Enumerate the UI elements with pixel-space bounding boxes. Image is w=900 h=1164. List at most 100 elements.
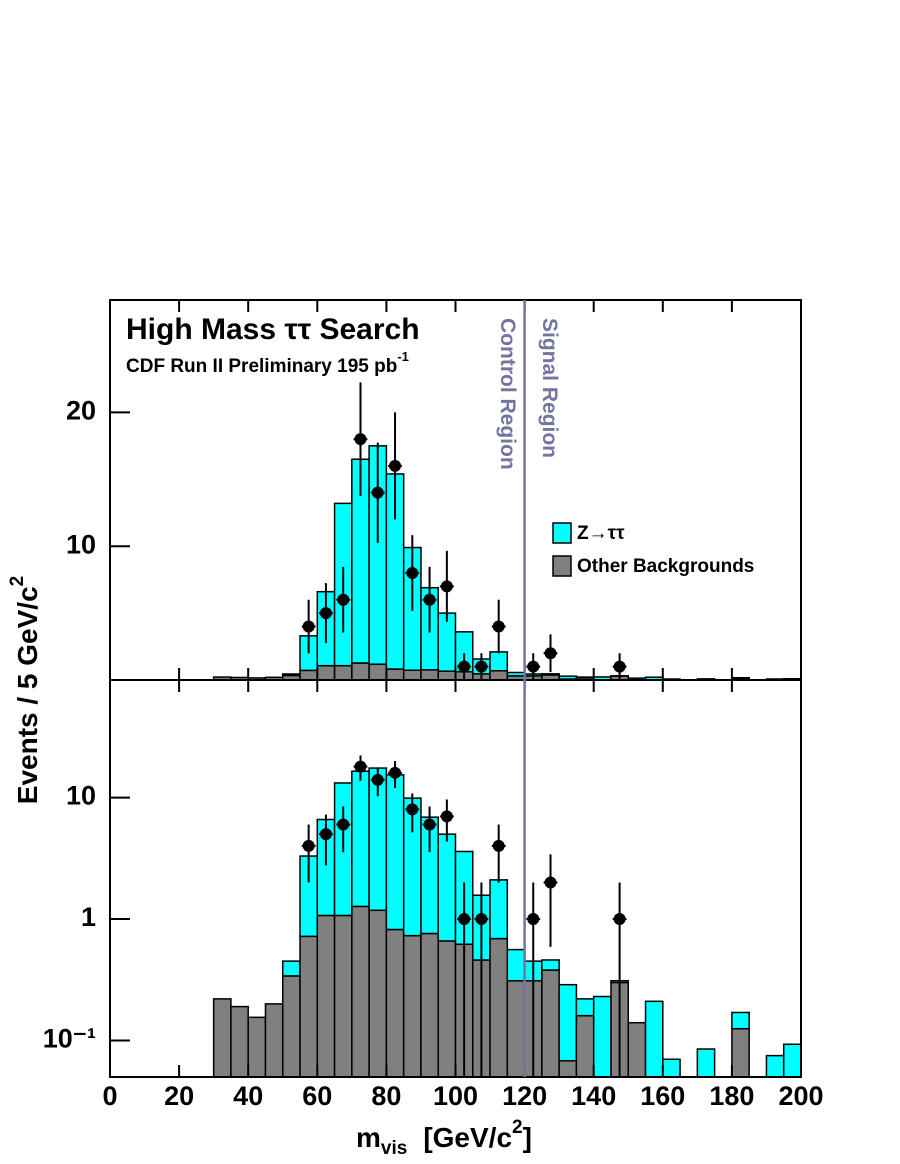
data-point [544, 647, 557, 660]
x-label-unit: [GeV/c [423, 1122, 512, 1153]
x-tick-label: 40 [233, 1081, 263, 1111]
x-label-sup: 2 [512, 1117, 523, 1138]
data-point [492, 620, 505, 633]
x-axis-label: mvis [GeV/c2] [356, 1117, 532, 1159]
x-tick-label: 100 [433, 1081, 478, 1111]
data-point [475, 913, 488, 926]
bar [731, 676, 750, 680]
bar [679, 679, 699, 680]
bar [299, 669, 319, 680]
x-tick-label: 0 [102, 1081, 117, 1111]
bar [765, 679, 785, 680]
bar [782, 678, 801, 680]
bar [748, 679, 768, 680]
y-tick-label: 10 [66, 529, 96, 559]
bar [592, 676, 612, 680]
bar [282, 960, 301, 977]
bar [230, 1005, 249, 1077]
data-point [354, 760, 367, 773]
bar [351, 905, 370, 1077]
bar [402, 934, 422, 1077]
bar [541, 959, 560, 971]
data-point [389, 766, 402, 779]
data-point [302, 620, 315, 633]
bar [437, 940, 457, 1077]
bar [437, 833, 457, 942]
legend-label: Other Backgrounds [577, 556, 754, 577]
subtitle-text: CDF Run II Preliminary 195 pb [126, 356, 397, 377]
y-label-sup: 2 [7, 576, 28, 587]
bar [662, 679, 681, 680]
data-point [337, 818, 350, 831]
chart-subtitle: CDF Run II Preliminary 195 pb-1 [126, 349, 409, 377]
data-point [319, 828, 332, 841]
bar [489, 670, 509, 680]
bar [316, 914, 336, 1077]
data-point [302, 839, 315, 852]
bar [402, 669, 422, 680]
bar [420, 669, 439, 680]
bar [644, 676, 664, 680]
data-point [371, 486, 384, 499]
bar [696, 679, 716, 680]
x-tick-label: 20 [164, 1081, 194, 1111]
bar [368, 909, 388, 1077]
region-label: Control Region [496, 318, 519, 470]
bar [782, 679, 801, 680]
bar [351, 770, 370, 908]
x-tick-label: 180 [709, 1081, 754, 1111]
data-point [458, 913, 471, 926]
bar [489, 937, 509, 1077]
bar [731, 1027, 750, 1077]
bar [437, 670, 457, 680]
data-point [613, 913, 626, 926]
bar [575, 1014, 595, 1077]
bar [644, 679, 664, 680]
legend-label: Z→ττ [577, 523, 625, 544]
data-point [423, 818, 436, 831]
x-tick-label: 80 [371, 1081, 401, 1111]
bar [282, 673, 301, 677]
y-tick-label: 10 [66, 781, 96, 811]
bar [713, 679, 733, 680]
bar [662, 1058, 681, 1077]
bar [489, 879, 509, 940]
x-label-sub: vis [381, 1138, 407, 1159]
bar [385, 928, 405, 1077]
bar [627, 1021, 647, 1077]
bar [558, 675, 578, 680]
x-tick-label: 60 [302, 1081, 332, 1111]
bar [782, 1043, 801, 1077]
data-point [389, 459, 402, 472]
subtitle-sup: -1 [397, 349, 409, 364]
bar [264, 1003, 284, 1077]
legend-swatch [552, 522, 572, 544]
bar [765, 1054, 785, 1077]
data-point [371, 773, 384, 786]
bar [575, 676, 595, 679]
data-point [406, 803, 419, 816]
bar [765, 678, 785, 680]
bar [592, 679, 612, 680]
x-tick-label: 160 [640, 1081, 685, 1111]
data-point [527, 660, 540, 673]
x-tick-label: 140 [571, 1081, 616, 1111]
panel [212, 382, 801, 680]
panel [212, 755, 801, 1077]
region-label: Signal Region [538, 318, 561, 458]
bar [333, 664, 353, 680]
data-point [423, 593, 436, 606]
bar [333, 914, 353, 1077]
bar [299, 935, 319, 1077]
bar [713, 679, 733, 680]
bar [385, 774, 405, 931]
bar [748, 679, 768, 680]
y-axis-label: Events / 5 GeV/c2 [7, 576, 43, 804]
bar [420, 932, 439, 1077]
x-tick-label: 200 [778, 1081, 823, 1111]
data-point [337, 593, 350, 606]
x-label-close: ] [523, 1122, 532, 1153]
bar [506, 948, 526, 982]
bar [437, 612, 457, 672]
bar [351, 662, 370, 680]
